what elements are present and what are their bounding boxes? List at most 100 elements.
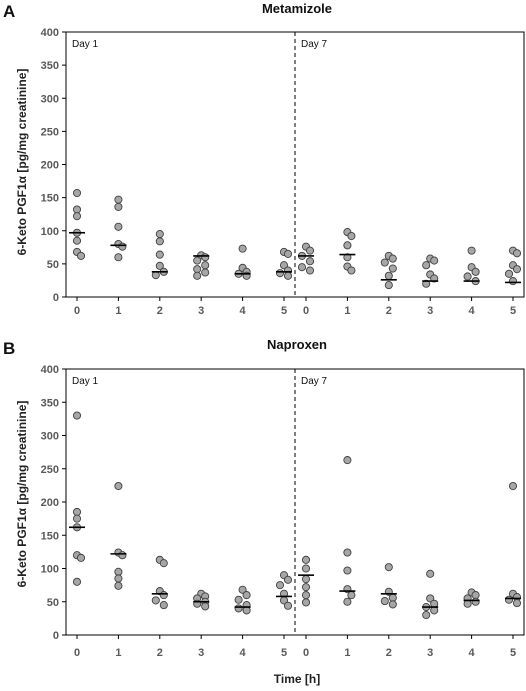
data-point <box>422 279 431 288</box>
x-axis-label: Time [h] <box>274 672 320 686</box>
y-tick-label: 0 <box>53 630 59 642</box>
y-axis-label-a: 6-Keto PGF1α [pg/mg creatinine] <box>15 69 29 256</box>
data-point <box>151 596 160 605</box>
data-point <box>301 564 311 573</box>
data-point <box>471 267 480 276</box>
data-point <box>508 481 518 491</box>
x-tick-label: 2 <box>157 647 163 659</box>
data-point <box>159 559 168 568</box>
data-point <box>467 246 476 255</box>
data-point <box>301 598 311 607</box>
data-point <box>301 591 311 600</box>
data-point <box>201 261 210 270</box>
x-tick-label: 3 <box>427 305 433 317</box>
data-point <box>343 241 352 250</box>
day-label: Day 1 <box>72 376 99 387</box>
data-point <box>512 265 522 274</box>
data-point <box>201 253 210 262</box>
x-tick-label: 4 <box>240 647 247 659</box>
data-point <box>347 231 356 241</box>
data-point <box>305 266 315 275</box>
data-point <box>72 212 82 221</box>
data-point <box>512 249 522 258</box>
data-point <box>279 261 289 270</box>
data-point <box>159 591 168 600</box>
data-point <box>504 269 514 278</box>
x-tick-label: 3 <box>427 647 433 659</box>
data-point <box>512 599 522 608</box>
data-point <box>72 507 82 517</box>
data-point <box>76 553 86 562</box>
data-point <box>388 600 397 609</box>
data-point <box>201 268 210 277</box>
data-point <box>283 601 293 610</box>
y-tick-label: 50 <box>47 597 59 609</box>
data-point <box>283 271 293 280</box>
panel-title-b: Naproxen <box>267 337 327 352</box>
data-point <box>114 567 123 576</box>
data-point <box>283 249 293 258</box>
x-tick-label: 5 <box>510 305 516 317</box>
data-point <box>471 597 480 606</box>
data-point <box>283 575 293 584</box>
y-tick-label: 200 <box>41 160 59 172</box>
data-point <box>76 251 86 260</box>
data-point <box>384 281 393 290</box>
data-point <box>384 563 393 572</box>
data-point <box>297 263 307 272</box>
y-tick-label: 300 <box>41 431 59 443</box>
panel-letter-a: A <box>3 2 15 21</box>
day-label: Day 7 <box>301 39 328 50</box>
data-point <box>384 271 393 280</box>
data-point <box>114 481 123 491</box>
x-tick-label: 1 <box>115 305 121 317</box>
y-tick-label: 250 <box>41 126 59 138</box>
panel-letter-b: B <box>3 339 15 358</box>
data-point <box>380 258 389 267</box>
y-axis-label-b: 6-Keto PGF1α [pg/mg creatinine] <box>15 401 29 588</box>
day-label: Day 7 <box>301 376 328 387</box>
data-point <box>343 597 352 606</box>
data-point <box>114 195 123 204</box>
data-point <box>275 581 285 590</box>
data-point <box>343 548 352 557</box>
data-point <box>72 577 82 586</box>
y-tick-label: 400 <box>41 27 59 39</box>
data-point <box>275 269 285 278</box>
data-point <box>301 583 311 592</box>
data-point <box>388 254 397 263</box>
data-point <box>193 271 202 280</box>
x-tick-label: 4 <box>469 305 476 317</box>
data-point <box>305 257 315 266</box>
y-tick-label: 100 <box>41 226 59 238</box>
panel-title-a: Metamizole <box>262 1 332 16</box>
data-point <box>301 575 311 584</box>
x-tick-label: 3 <box>198 647 204 659</box>
x-tick-label: 0 <box>303 305 309 317</box>
data-point <box>301 555 311 564</box>
data-point <box>155 250 164 259</box>
y-tick-label: 250 <box>41 464 59 476</box>
data-point <box>422 611 431 620</box>
data-point <box>193 265 202 274</box>
data-point <box>114 581 123 590</box>
data-point <box>72 188 82 198</box>
x-tick-label: 5 <box>281 305 287 317</box>
data-point <box>114 253 123 262</box>
x-tick-label: 5 <box>510 647 516 659</box>
x-tick-label: 0 <box>74 647 80 659</box>
data-point <box>114 574 123 583</box>
data-point <box>347 266 356 275</box>
data-point <box>72 205 82 214</box>
data-point <box>201 602 210 611</box>
x-tick-label: 2 <box>386 305 392 317</box>
data-point <box>388 593 397 602</box>
data-point <box>114 202 123 211</box>
data-point <box>242 591 251 600</box>
y-tick-label: 300 <box>41 93 59 105</box>
data-point <box>430 599 439 608</box>
x-tick-label: 1 <box>115 647 121 659</box>
